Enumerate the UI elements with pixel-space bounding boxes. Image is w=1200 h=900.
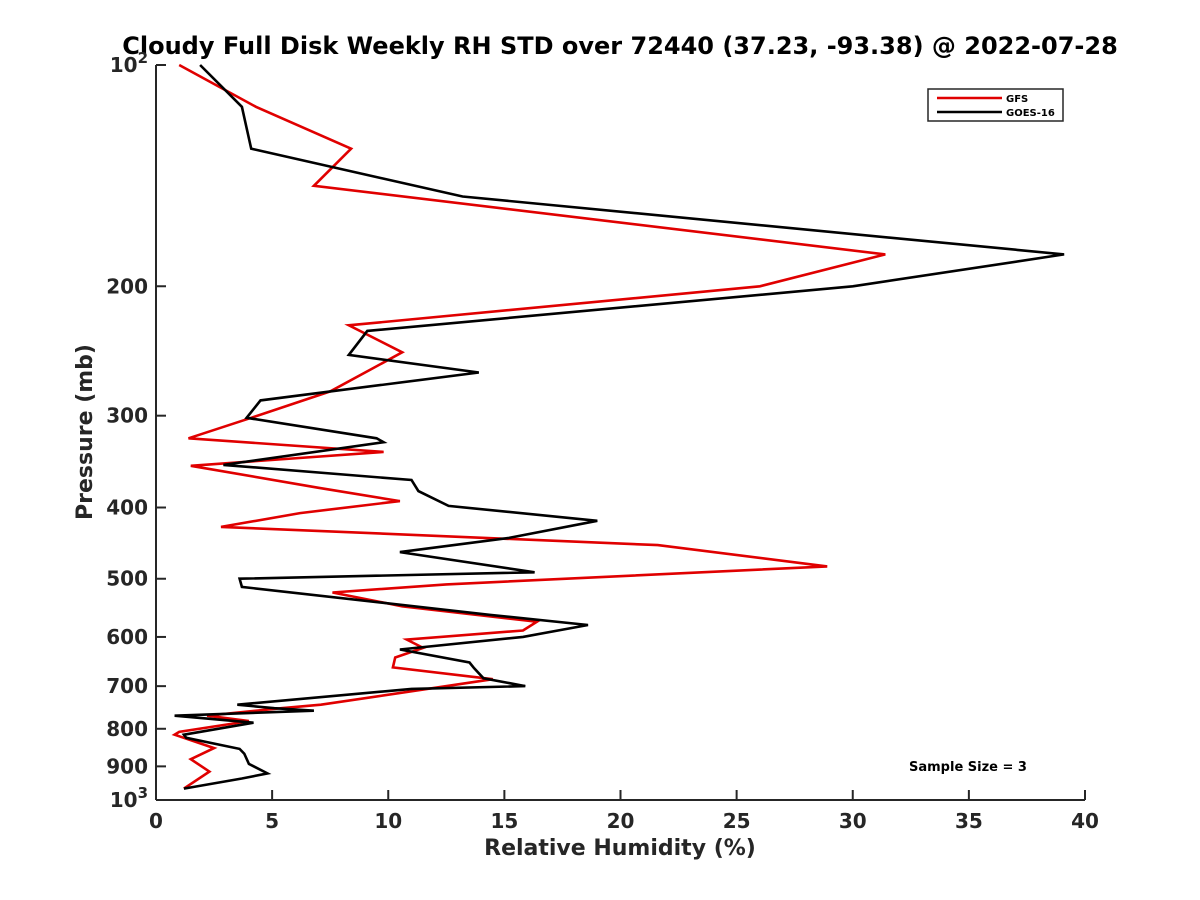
y-tick-label: 500 xyxy=(106,567,148,591)
x-tick-label: 5 xyxy=(265,809,279,833)
y-tick-label: 102 xyxy=(110,49,148,77)
x-ticks: 0 5 10 15 20 25 30 35 40 xyxy=(149,790,1099,833)
x-tick-label: 20 xyxy=(607,809,635,833)
x-tick-label: 10 xyxy=(374,809,402,833)
y-tick-label: 300 xyxy=(106,404,148,428)
y-tick-label: 200 xyxy=(106,274,148,298)
legend-box xyxy=(927,88,1064,122)
chart-title: Cloudy Full Disk Weekly RH STD over 7244… xyxy=(122,32,1118,60)
legend-label: GFS xyxy=(1006,94,1028,105)
y-tick-label: 800 xyxy=(106,717,148,741)
legend-label: GOES-16 xyxy=(1006,108,1055,119)
legend: GFS GOES-16 xyxy=(927,88,1064,122)
series-line-goes-16 xyxy=(174,64,1065,790)
x-tick-label: 35 xyxy=(955,809,983,833)
x-tick-label: 40 xyxy=(1071,809,1099,833)
y-ticks: 102 200 300 400 500 600 700 800 900 103 xyxy=(106,49,166,812)
y-tick-label: 600 xyxy=(106,625,148,649)
y-axis-label: Pressure (mb) xyxy=(73,344,98,520)
legend-items: GFS GOES-16 xyxy=(937,94,1055,119)
plot-area xyxy=(155,65,1085,801)
y-tick-label: 900 xyxy=(106,754,148,778)
series-line-gfs xyxy=(171,63,886,790)
x-axis-label: Relative Humidity (%) xyxy=(484,836,756,861)
y-tick-label: 700 xyxy=(106,674,148,698)
x-tick-label: 15 xyxy=(490,809,518,833)
x-tick-label: 25 xyxy=(723,809,751,833)
y-tick-label: 400 xyxy=(106,496,148,520)
x-tick-label: 30 xyxy=(839,809,867,833)
x-tick-label: 0 xyxy=(149,809,163,833)
series-group xyxy=(171,63,1065,790)
sample-size-annotation: Sample Size = 3 xyxy=(909,760,1027,775)
y-tick-label: 103 xyxy=(110,784,148,812)
